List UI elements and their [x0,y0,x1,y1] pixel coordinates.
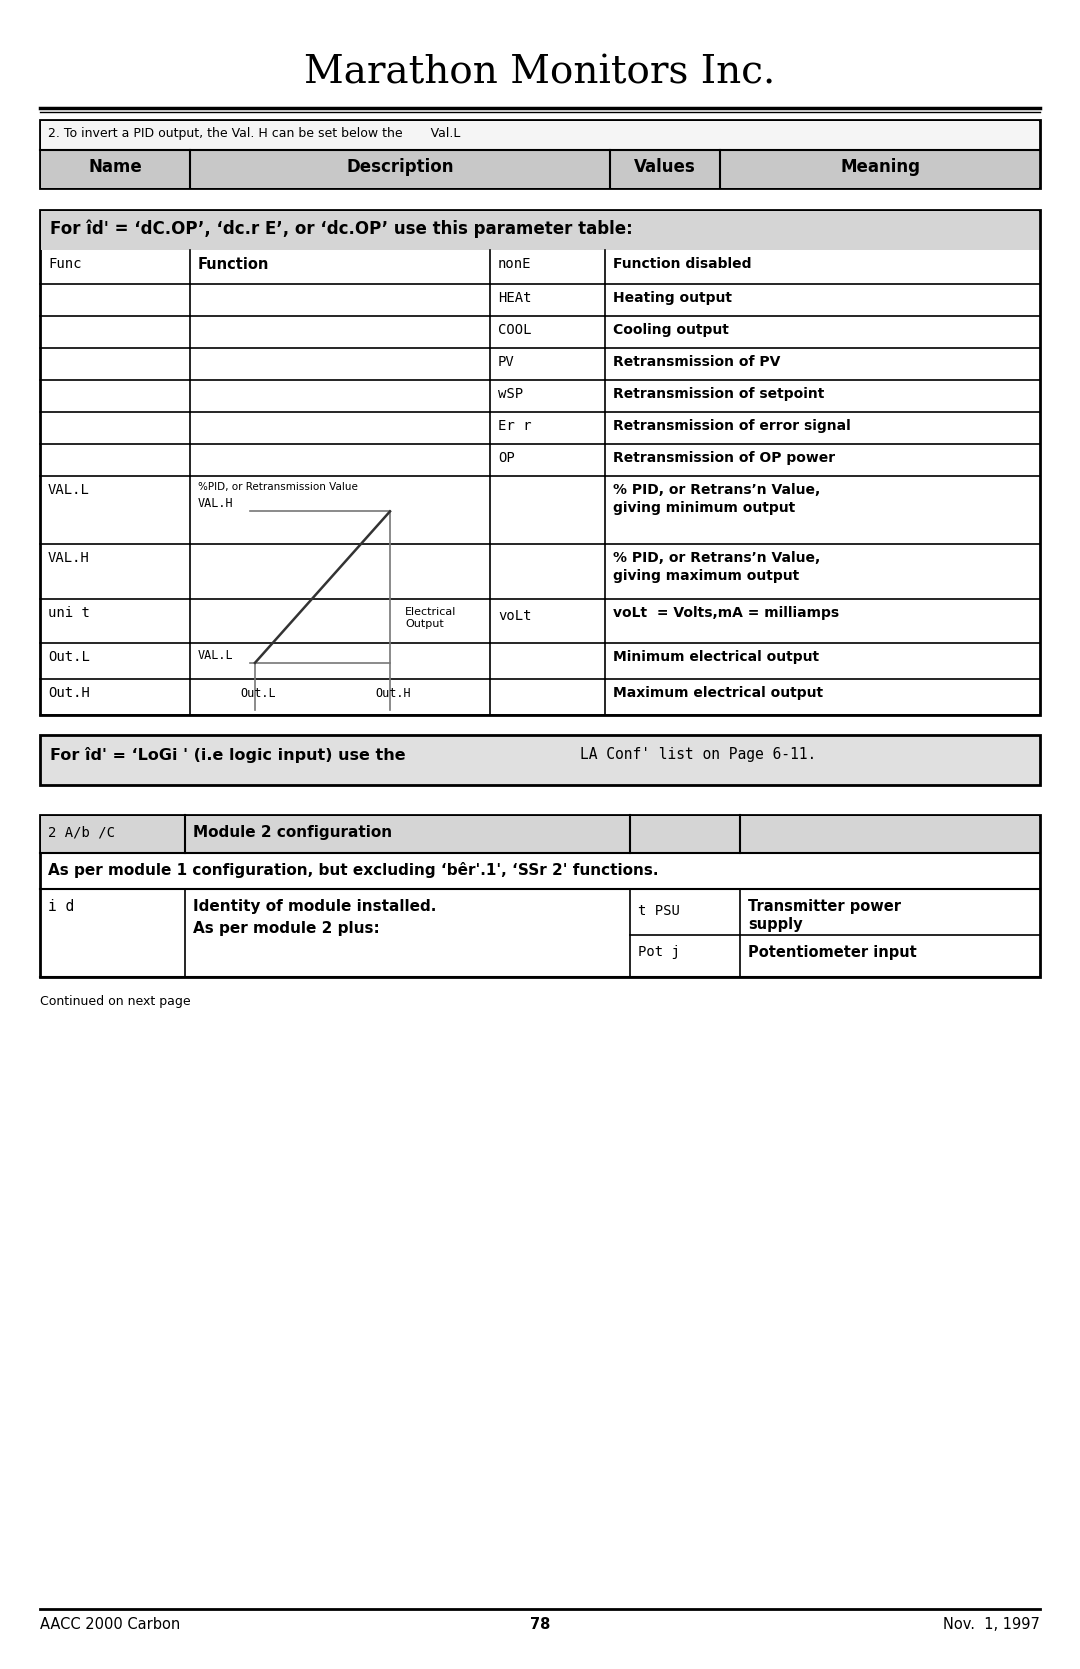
Text: For îd' = ‘dC.OP’, ‘dc.r E’, or ‘dc.OP’ use this parameter table:: For îd' = ‘dC.OP’, ‘dc.r E’, or ‘dc.OP’ … [50,220,633,239]
Text: uni t: uni t [48,606,90,619]
Bar [40,120,1040,189]
Text: Maximum electrical output: Maximum electrical output [613,686,823,699]
Bar [40,210,1040,714]
Text: % PID, or Retrans’n Value,: % PID, or Retrans’n Value, [613,551,820,566]
Text: VAL.L: VAL.L [48,482,90,497]
Text: Function disabled: Function disabled [613,257,752,270]
Text: voLt: voLt [498,609,531,623]
Text: LA Conf' list on Page 6-11.: LA Conf' list on Page 6-11. [580,748,816,763]
Text: Module 2 configuration: Module 2 configuration [193,824,392,840]
Text: % PID, or Retrans’n Value,: % PID, or Retrans’n Value, [613,482,820,497]
Text: As per module 1 configuration, but excluding ‘bêr'.1', ‘SSr 2' functions.: As per module 1 configuration, but exclu… [48,861,659,878]
Text: Meaning: Meaning [840,159,920,175]
Text: Heating output: Heating output [613,290,732,305]
Bar [40,734,1040,784]
Text: nonE: nonE [498,257,531,270]
Text: Transmitter power: Transmitter power [748,900,901,915]
Text: supply: supply [748,916,802,931]
Text: Retransmission of OP power: Retransmission of OP power [613,451,835,466]
Text: wSP: wSP [498,387,523,401]
Text: Marathon Monitors Inc.: Marathon Monitors Inc. [305,55,775,92]
Text: giving maximum output: giving maximum output [613,569,799,582]
Bar [41,210,1039,250]
Text: Nov.  1, 1997: Nov. 1, 1997 [943,1617,1040,1632]
Text: Cooling output: Cooling output [613,324,729,337]
Bar [41,150,1039,189]
Bar [41,816,1039,853]
Text: Er r: Er r [498,419,531,432]
Text: VAL.H: VAL.H [198,497,233,511]
Bar [40,814,1040,976]
Text: giving minimum output: giving minimum output [613,501,795,516]
Text: VAL.H: VAL.H [48,551,90,566]
Text: Minimum electrical output: Minimum electrical output [613,649,819,664]
Text: OP: OP [498,451,515,466]
Text: Retransmission of error signal: Retransmission of error signal [613,419,851,432]
Text: 78: 78 [530,1617,550,1632]
Text: Continued on next page: Continued on next page [40,995,191,1008]
Text: Name: Name [89,159,141,175]
Text: Potentiometer input: Potentiometer input [748,945,917,960]
Text: Retransmission of setpoint: Retransmission of setpoint [613,387,824,401]
Text: Out.L: Out.L [48,649,90,664]
Text: PV: PV [498,355,515,369]
Text: Out.L: Out.L [240,688,275,699]
Text: voLt  = Volts,mA = milliamps: voLt = Volts,mA = milliamps [613,606,839,619]
Text: HEAt: HEAt [498,290,531,305]
Text: As per module 2 plus:: As per module 2 plus: [193,921,380,936]
Text: 2 A/b /C: 2 A/b /C [48,824,114,840]
Text: For îd' = ‘LoGi ' (i.e logic input) use the: For îd' = ‘LoGi ' (i.e logic input) use … [50,748,406,763]
Text: Retransmission of PV: Retransmission of PV [613,355,781,369]
Text: Func: Func [48,257,81,270]
Text: AACC 2000 Carbon: AACC 2000 Carbon [40,1617,180,1632]
Text: 2. To invert a PID output, the Val. H can be set below the       Val.L: 2. To invert a PID output, the Val. H ca… [48,127,460,140]
Text: %PID, or Retransmission Value: %PID, or Retransmission Value [198,482,357,492]
Text: Electrical
Output: Electrical Output [405,608,457,629]
Bar [41,120,1039,150]
Text: Identity of module installed.: Identity of module installed. [193,900,436,915]
Text: t PSU: t PSU [638,905,680,918]
Text: i d: i d [48,900,75,915]
Text: Out.H: Out.H [375,688,410,699]
Text: Description: Description [347,159,454,175]
Text: COOL: COOL [498,324,531,337]
Text: Values: Values [634,159,696,175]
Text: Pot j: Pot j [638,945,680,958]
Text: Function: Function [198,257,269,272]
Text: Out.H: Out.H [48,686,90,699]
Text: VAL.L: VAL.L [198,649,233,663]
